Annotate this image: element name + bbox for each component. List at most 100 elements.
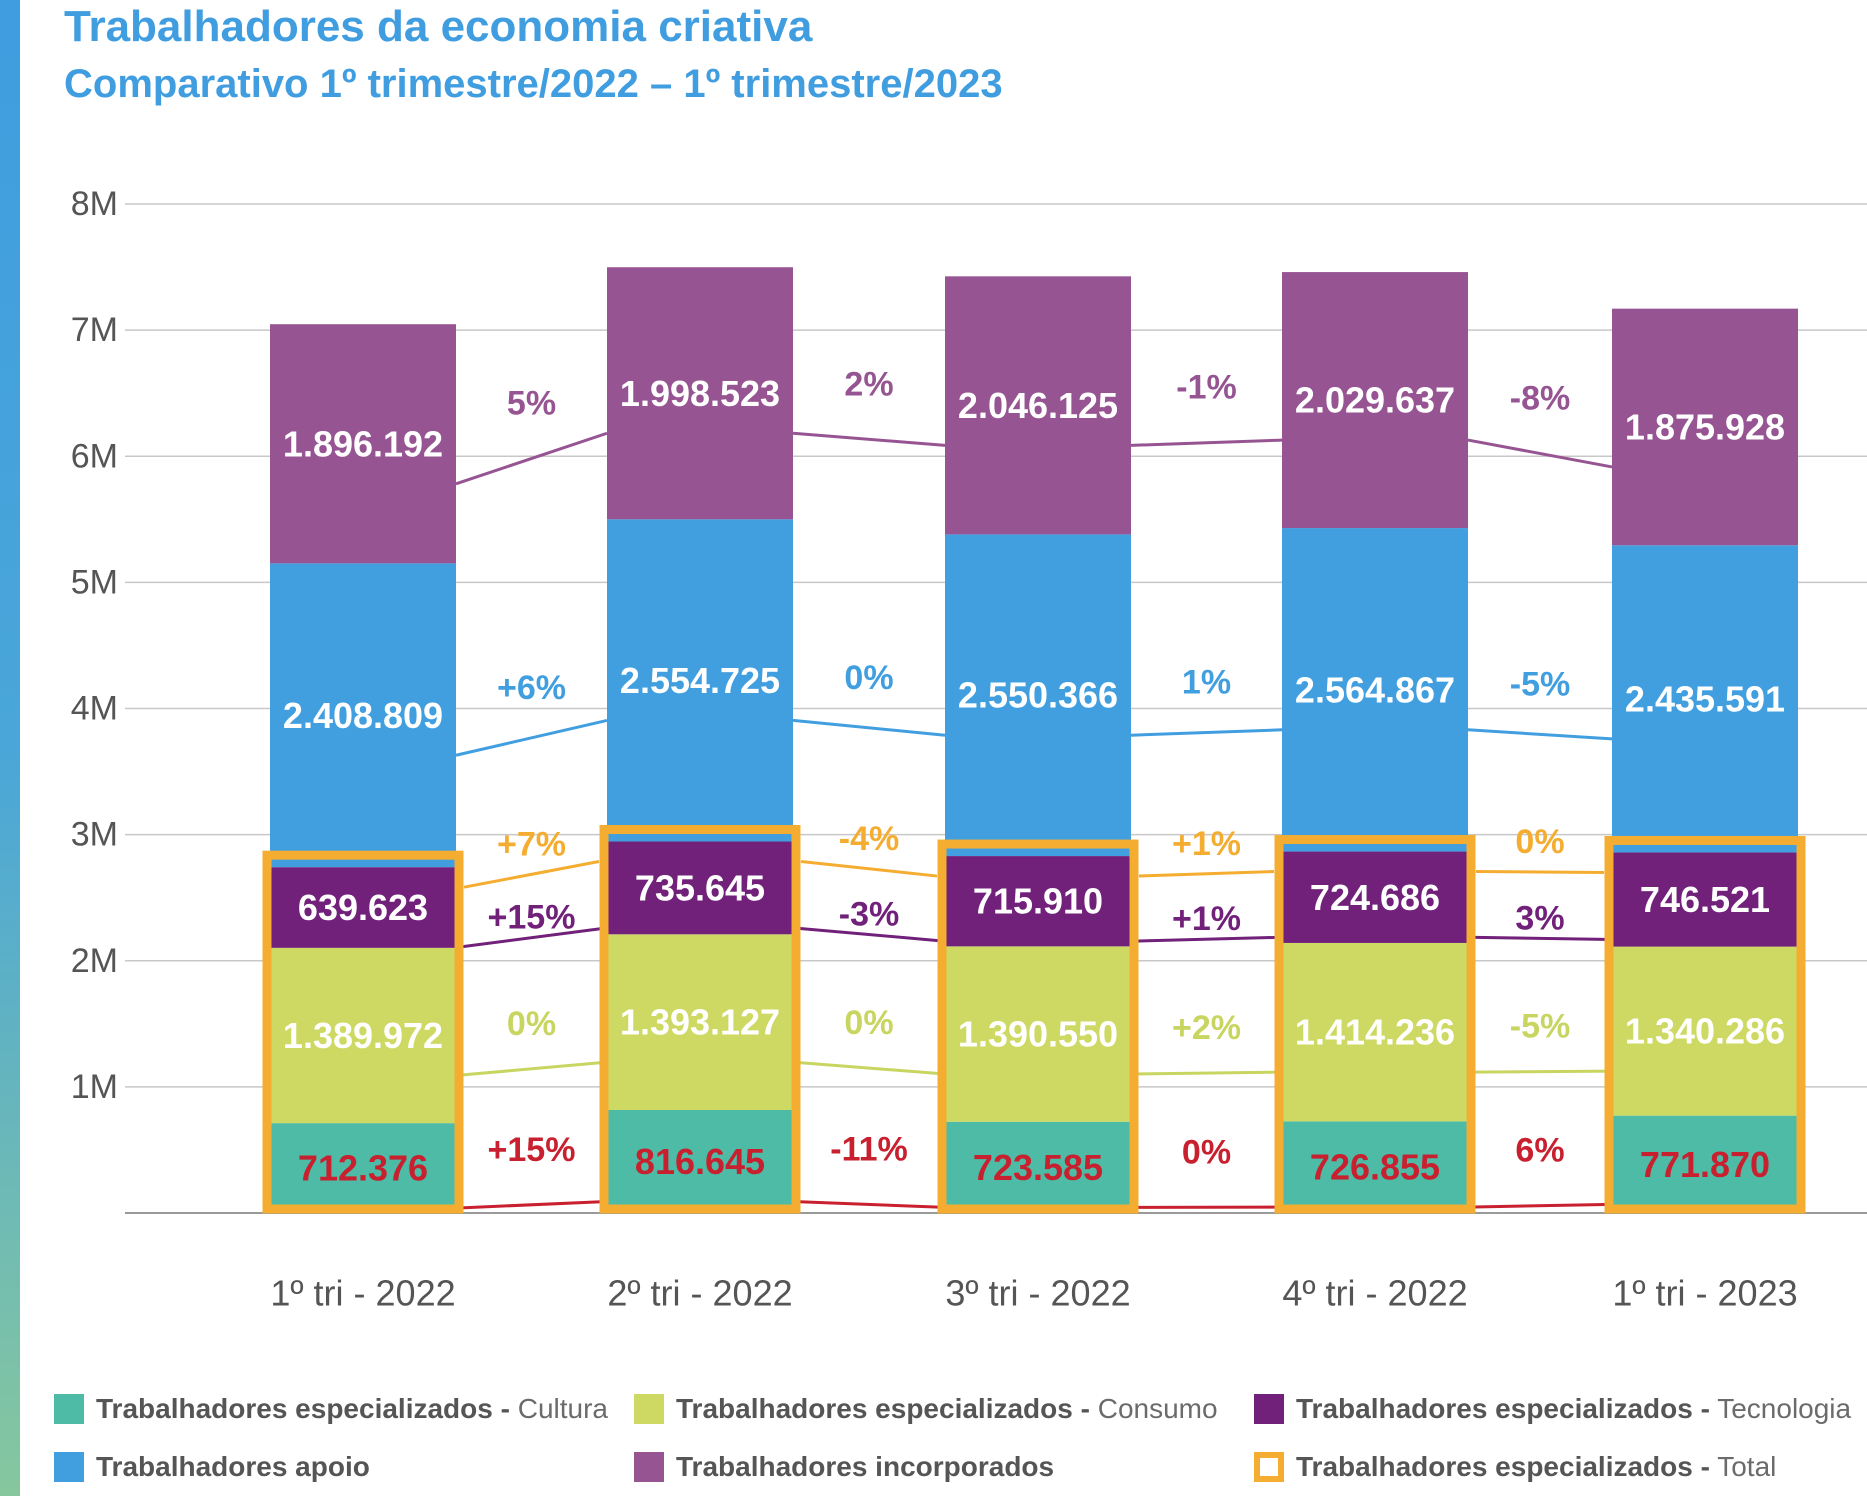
trend-line-apoio <box>1130 728 1283 737</box>
value-label-incorporados: 1.896.192 <box>283 423 443 464</box>
change-label-tecnologia: +15% <box>488 899 576 937</box>
legend-label-bold: Trabalhadores especializados - <box>1296 1393 1710 1424</box>
legend-item: Trabalhadores apoio <box>54 1451 370 1483</box>
change-label-cultura: 6% <box>1515 1132 1564 1170</box>
change-label-incorporados: -8% <box>1510 380 1570 418</box>
change-label-apoio: 1% <box>1182 664 1231 702</box>
y-tick-label: 8M <box>71 185 118 223</box>
trend-line-tecnologia <box>455 926 608 949</box>
value-label-apoio: 2.554.725 <box>620 660 780 701</box>
value-label-tecnologia: 746.521 <box>1640 879 1770 920</box>
bar-segment-incorporados <box>270 324 456 564</box>
bar-segment-tecnologia <box>270 867 456 948</box>
change-label-total: +1% <box>1172 825 1241 863</box>
y-tick-label: 2M <box>71 942 118 980</box>
change-label-cultura: +15% <box>488 1131 576 1169</box>
value-label-consumo: 1.390.550 <box>958 1014 1118 1055</box>
value-label-tecnologia: 724.686 <box>1310 877 1440 918</box>
x-category-label: 4º tri - 2022 <box>1282 1273 1467 1314</box>
change-label-consumo: 0% <box>844 1004 893 1042</box>
total-highlight-box <box>599 825 801 1214</box>
value-label-incorporados: 1.998.523 <box>620 373 780 414</box>
bar-segment-consumo <box>1282 942 1468 1122</box>
legend-label-bold: Trabalhadores apoio <box>96 1451 370 1482</box>
y-tick-label: 5M <box>71 563 118 601</box>
bar-segment-tecnologia <box>1282 851 1468 943</box>
value-label-cultura: 723.585 <box>973 1147 1103 1188</box>
change-label-incorporados: -1% <box>1176 369 1236 407</box>
value-label-tecnologia: 639.623 <box>298 887 428 928</box>
trend-line-incorporados <box>455 431 608 486</box>
bar-segment-cultura <box>945 1121 1131 1213</box>
bar-segment-incorporados <box>1612 308 1798 546</box>
chart-title: Trabalhadores da economia criativa <box>64 2 813 51</box>
legend-item: Trabalhadores especializados - Tecnologi… <box>1254 1393 1851 1425</box>
value-label-apoio: 2.435.591 <box>1625 678 1785 719</box>
value-label-tecnologia: 735.645 <box>635 867 765 908</box>
trend-line-cultura <box>792 1200 946 1209</box>
change-label-tecnologia: 3% <box>1515 899 1564 937</box>
legend-label-light: Consumo <box>1089 1393 1218 1424</box>
trend-line-incorporados <box>1130 438 1283 447</box>
trend-line-incorporados <box>1467 438 1613 469</box>
change-label-tecnologia: -3% <box>839 896 899 934</box>
value-label-apoio: 2.550.366 <box>958 675 1118 716</box>
change-label-consumo: -5% <box>1510 1008 1570 1046</box>
legend-label-light: Cultura <box>509 1393 608 1424</box>
change-label-apoio: +6% <box>497 669 566 707</box>
bar-segment-consumo <box>270 947 456 1124</box>
trend-line-apoio <box>455 718 608 757</box>
x-category-label: 2º tri - 2022 <box>607 1273 792 1314</box>
trend-line-tecnologia <box>1130 935 1283 943</box>
bar-segment-apoio <box>1612 545 1798 853</box>
bar-segment-apoio <box>945 534 1131 857</box>
change-label-apoio: -5% <box>1510 665 1570 703</box>
legend-label-bold: Trabalhadores especializados - <box>676 1393 1090 1424</box>
legend-swatch <box>634 1394 664 1424</box>
change-label-incorporados: 5% <box>507 385 556 423</box>
change-label-tecnologia: +1% <box>1172 900 1241 938</box>
bar-segment-consumo <box>1612 946 1798 1116</box>
legend-swatch <box>634 1452 664 1482</box>
legend-swatch <box>1254 1394 1284 1424</box>
legend-swatch <box>54 1394 84 1424</box>
trend-line-tecnologia <box>1467 935 1613 942</box>
y-tick-label: 3M <box>71 816 118 854</box>
y-tick-label: 7M <box>71 311 118 349</box>
bar-segment-apoio <box>1282 528 1468 852</box>
legend-item: Trabalhadores especializados - Cultura <box>54 1393 608 1425</box>
change-label-total: 0% <box>1515 823 1564 861</box>
bar-segment-apoio <box>270 563 456 868</box>
value-label-consumo: 1.393.127 <box>620 1002 780 1043</box>
bar-segment-consumo <box>945 946 1131 1122</box>
trend-line-total <box>1138 870 1275 878</box>
legend-label-light: Tecnologia <box>1709 1393 1852 1424</box>
total-highlight-box <box>937 839 1139 1214</box>
bar-segment-incorporados <box>945 276 1131 535</box>
bar-segment-tecnologia <box>1612 852 1798 947</box>
legend-label-bold: Trabalhadores especializados - <box>1296 1451 1710 1482</box>
bar-segment-cultura <box>1282 1121 1468 1213</box>
value-label-cultura: 726.855 <box>1310 1147 1440 1188</box>
value-label-incorporados: 1.875.928 <box>1625 406 1785 447</box>
trend-line-consumo <box>1130 1070 1283 1076</box>
legend-item: Trabalhadores especializados - Total <box>1254 1451 1776 1483</box>
bar-segment-cultura <box>270 1123 456 1213</box>
change-label-total: +7% <box>497 825 566 863</box>
change-label-apoio: 0% <box>844 659 893 697</box>
trend-line-consumo <box>455 1060 608 1077</box>
value-label-tecnologia: 715.910 <box>973 881 1103 922</box>
legend-swatch <box>54 1452 84 1482</box>
trend-line-cultura <box>1467 1202 1613 1209</box>
total-highlight-box <box>1274 835 1476 1214</box>
y-tick-label: 1M <box>71 1068 118 1106</box>
side-accent-bar <box>0 0 20 1496</box>
bar-segment-cultura <box>607 1110 793 1213</box>
chart-subtitle: Comparativo 1º trimestre/2022 – 1º trime… <box>64 62 1003 106</box>
value-label-cultura: 712.376 <box>298 1148 428 1189</box>
bar-segment-cultura <box>1612 1115 1798 1213</box>
value-label-consumo: 1.414.236 <box>1295 1012 1455 1053</box>
change-label-consumo: +2% <box>1172 1009 1241 1047</box>
value-label-apoio: 2.408.809 <box>283 695 443 736</box>
legend-label-bold: Trabalhadores incorporados <box>676 1451 1055 1482</box>
